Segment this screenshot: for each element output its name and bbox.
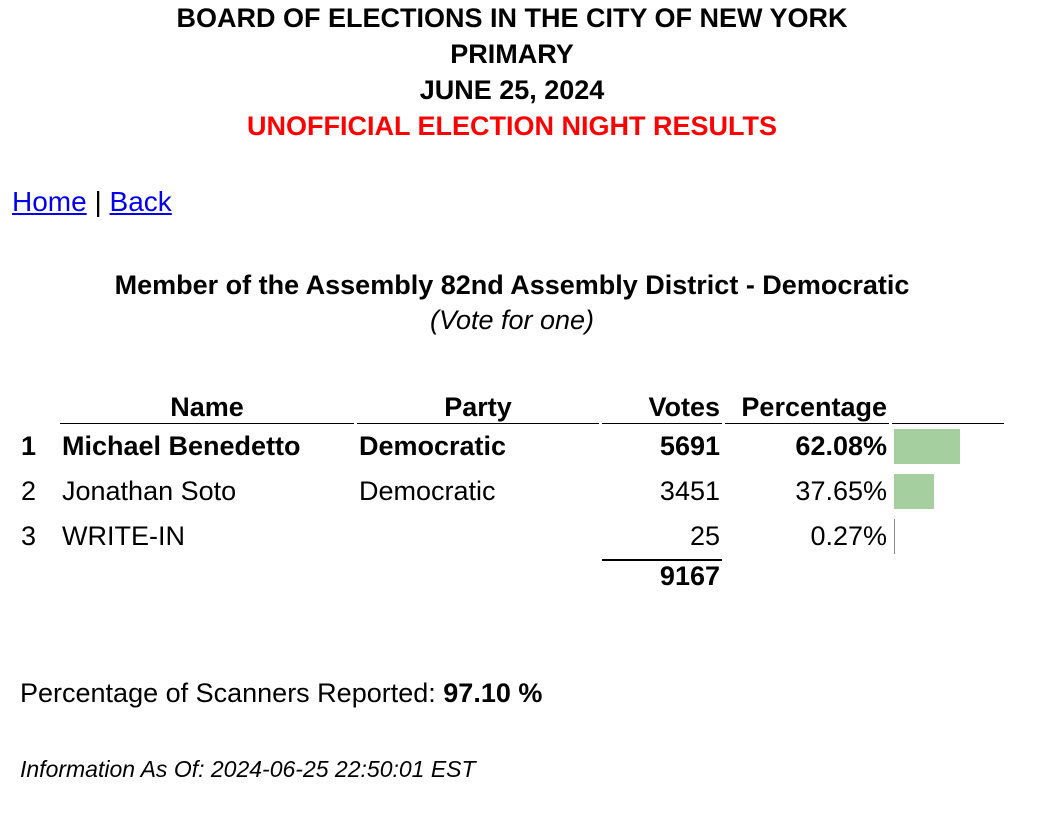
bar-header [892,383,1004,424]
candidate-name: Jonathan Soto [62,476,237,506]
rank: 2 [21,476,37,506]
percentage: 62.08% [795,431,887,461]
spacer [725,559,889,604]
nav: Home | Back [12,186,172,218]
votes: 25 [689,521,720,551]
bar-cell [892,469,1004,514]
header: BOARD OF ELECTIONS IN THE CITY OF NEW YO… [0,0,1024,144]
column-header: Name [60,383,354,424]
home-link[interactable]: Home [12,186,87,217]
result-row: 2 Jonathan Soto Democratic 3451 37.65% [17,469,1004,514]
bar-cell [892,424,1004,469]
separator: | [94,186,102,217]
percentage-bar [894,429,960,464]
contest: Member of the Assembly 82nd Assembly Dis… [0,268,1024,338]
column-header: Votes [602,383,722,424]
total-votes: 9167 [602,559,722,604]
votes: 3451 [659,476,720,506]
spacer [60,559,354,604]
header-line: UNOFFICIAL ELECTION NIGHT RESULTS [247,111,777,141]
total-row: 9167 [17,559,1004,604]
votes: 5691 [659,431,720,461]
spacer [357,559,599,604]
results-table: Name Party Votes Percentage 1 Michael Ben… [14,383,1007,604]
scanners-label: Percentage of Scanners Reported: [20,678,436,708]
party: Democratic [359,476,496,506]
party [357,514,599,559]
rank: 1 [21,431,37,461]
percentage: 0.27% [810,521,887,551]
info: Information As Of: 2024-06-25 22:50:01 E… [20,756,476,782]
bar-cell [892,514,1004,559]
column-header: Party [357,383,599,424]
header-line: BOARD OF ELECTIONS IN THE CITY OF NEW YO… [176,3,848,33]
party: Democratic [359,431,507,461]
percentage: 37.65% [795,476,887,506]
result-row: 1 Michael Benedetto Democratic 5691 62.08% [17,424,1004,469]
back-link[interactable]: Back [109,186,172,217]
percentage-bar [894,474,934,509]
contest-title: Member of the Assembly 82nd Assembly Dis… [114,270,910,300]
scanners-value: 97.10 % [443,678,543,708]
spacer [17,559,57,604]
spacer [892,559,1004,604]
rank: 3 [21,521,37,551]
result-row: 3 WRITE-IN 25 0.27% [17,514,1004,559]
scanners: Percentage of Scanners Reported: 97.10 % [20,678,542,709]
candidate-name: Michael Benedetto [62,431,301,461]
header-line: PRIMARY [450,39,574,69]
rows: 1 Michael Benedetto Democratic 5691 62.08% 2 J… [17,424,1004,604]
column-header: Percentage [725,383,889,424]
contest-subtitle: (Vote for one) [429,305,595,335]
header-line: JUNE 25, 2024 [419,75,605,105]
candidate-name: WRITE-IN [62,521,185,551]
rank-header [17,383,57,424]
header-row: Name Party Votes Percentage [17,383,1004,424]
